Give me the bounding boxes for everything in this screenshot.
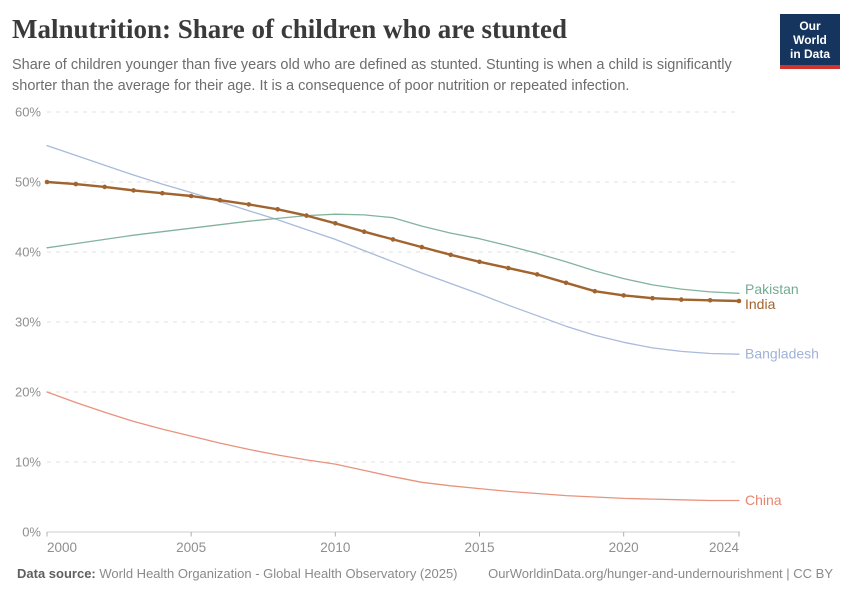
series-marker-india bbox=[621, 293, 626, 298]
series-marker-india bbox=[390, 237, 396, 242]
y-tick-label: 60% bbox=[15, 105, 41, 120]
series-label-india[interactable]: India bbox=[745, 296, 776, 312]
series-marker-india bbox=[736, 298, 742, 304]
series-marker-india bbox=[160, 190, 165, 196]
series-marker-india bbox=[102, 184, 107, 190]
x-tick-label: 2020 bbox=[609, 540, 639, 555]
series-marker-india bbox=[44, 179, 50, 185]
series-marker-india bbox=[246, 202, 252, 207]
x-tick-label: 2000 bbox=[47, 540, 77, 555]
owid-logo-line1: Our World bbox=[793, 19, 827, 47]
owid-logo[interactable]: Our World in Data bbox=[780, 14, 840, 69]
series-marker-india bbox=[419, 244, 425, 250]
owid-logo-line2: in Data bbox=[789, 47, 830, 61]
series-label-china[interactable]: China bbox=[745, 492, 782, 508]
y-tick-label: 30% bbox=[15, 315, 41, 330]
owid-url-license-link[interactable]: OurWorldinData.org/hunger-and-undernouri… bbox=[488, 566, 833, 581]
series-marker-india bbox=[188, 193, 194, 199]
series-marker-india bbox=[563, 280, 569, 286]
x-tick-label: 2015 bbox=[464, 540, 494, 555]
series-marker-india bbox=[534, 272, 540, 277]
x-tick-label: 2005 bbox=[176, 540, 206, 555]
series-marker-india bbox=[477, 259, 482, 265]
data-source-label: Data source: bbox=[17, 566, 96, 581]
series-line-bangladesh[interactable] bbox=[46, 144, 740, 355]
series-marker-india bbox=[304, 213, 309, 218]
page-title: Malnutrition: Share of children who are … bbox=[12, 14, 568, 44]
series-marker-india bbox=[361, 229, 367, 234]
series-marker-india bbox=[506, 265, 511, 271]
series-line-pakistan[interactable] bbox=[46, 213, 740, 294]
series-marker-india bbox=[333, 221, 338, 226]
series-marker-india bbox=[592, 288, 598, 294]
owid-logo-red-bar bbox=[780, 65, 840, 69]
y-tick-label: 50% bbox=[15, 175, 41, 190]
series-marker-india bbox=[217, 197, 223, 203]
series-marker-india bbox=[275, 207, 280, 212]
chart-footer: Data source: World Health Organization -… bbox=[17, 566, 833, 581]
y-tick-label: 0% bbox=[22, 525, 41, 540]
series-marker-india bbox=[131, 188, 136, 193]
x-tick-label: 2024 bbox=[709, 540, 740, 555]
y-tick-label: 20% bbox=[15, 385, 41, 400]
y-tick-label: 40% bbox=[15, 245, 41, 260]
series-label-pakistan[interactable]: Pakistan bbox=[745, 281, 799, 297]
chart-subtitle: Share of children younger than five year… bbox=[12, 57, 732, 94]
data-source-note: Data source: World Health Organization -… bbox=[17, 566, 458, 581]
series-marker-india bbox=[73, 181, 79, 187]
series-line-china[interactable] bbox=[46, 391, 740, 502]
data-source-text: World Health Organization - Global Healt… bbox=[95, 566, 458, 581]
series-marker-india bbox=[448, 252, 453, 258]
series-marker-india bbox=[650, 295, 655, 301]
y-tick-label: 10% bbox=[15, 455, 41, 470]
series-marker-india bbox=[707, 298, 713, 303]
series-marker-india bbox=[679, 297, 684, 302]
series-label-bangladesh[interactable]: Bangladesh bbox=[745, 346, 819, 362]
owid-logo-box: Our World in Data bbox=[780, 14, 840, 65]
x-tick-label: 2010 bbox=[320, 540, 350, 555]
